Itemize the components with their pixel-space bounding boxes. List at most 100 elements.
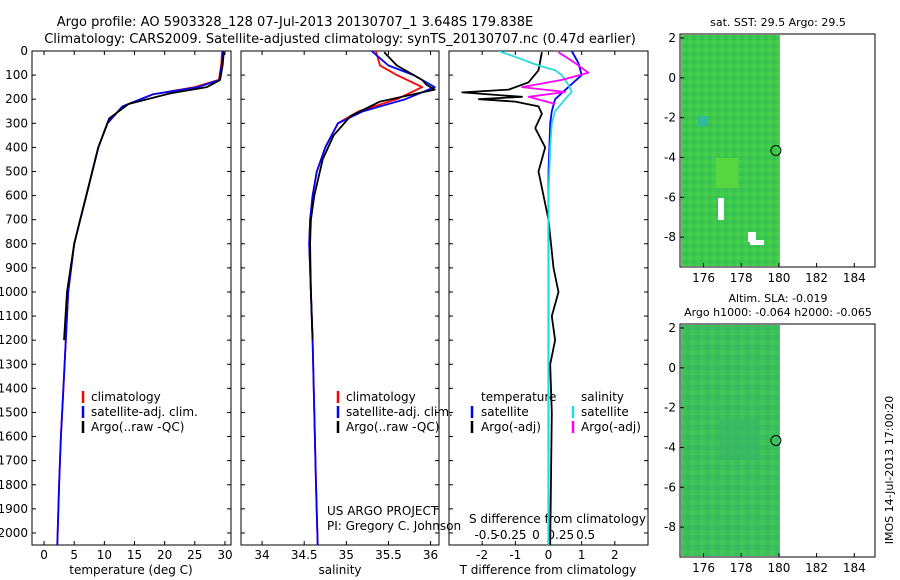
legend-header-temperature: temperature (481, 390, 556, 404)
top-x-tick-label: -0.25 (496, 528, 527, 542)
depth-tick-label: 1400 (0, 381, 28, 395)
depth-tick-label: 1700 (0, 454, 28, 468)
map-y-tick-label: -6 (664, 190, 676, 204)
sst-warm-patch (716, 158, 738, 188)
legend-label-argo: Argo(..raw -QC) (91, 420, 184, 434)
x-tick-label: 20 (157, 548, 172, 562)
depth-tick-label: 800 (5, 237, 28, 251)
x-tick-label: -1 (509, 548, 521, 562)
sst-map-title: sat. SST: 29.5 Argo: 29.5 (710, 16, 846, 29)
sla-map-title2: Argo h1000: -0.064 h2000: -0.065 (684, 306, 872, 319)
x-tick-label: 0 (545, 548, 553, 562)
difference-series-group (461, 51, 590, 545)
salinity-legend: climatology satellite-adj. clim. Argo(..… (327, 390, 461, 533)
map-y-tick-label: 0 (668, 71, 676, 85)
depth-tick-label: 1200 (0, 333, 28, 347)
series-line-argo (309, 51, 436, 341)
x-tick-label: 25 (187, 548, 202, 562)
figure-title-line2: Climatology: CARS2009. Satellite-adjuste… (44, 32, 636, 47)
top-x-tick-label: 0.25 (547, 528, 574, 542)
sst-missing-data (748, 232, 756, 242)
map-x-tick-label: 182 (805, 561, 828, 575)
difference-legend: temperature salinity satellite Argo(-adj… (469, 390, 646, 526)
sst-map: sat. SST: 29.5 Argo: 29.5 (679, 16, 876, 268)
legend-label-satellite: satellite-adj. clim. (91, 405, 198, 419)
x-tick-label: 30 (217, 548, 232, 562)
x-tick-label: 2 (611, 548, 619, 562)
depth-tick-label: 1500 (0, 405, 28, 419)
x-tick-label: 10 (97, 548, 112, 562)
x-tick-label: -2 (476, 548, 488, 562)
map-y-tick-label: 2 (668, 31, 676, 45)
map-x-tick-label: 178 (730, 271, 753, 285)
depth-tick-label: 600 (5, 189, 28, 203)
map-x-tick-label: 184 (843, 561, 866, 575)
series-line-satellite-adj-clim- (308, 51, 436, 545)
sst-missing-data (718, 198, 724, 220)
map-y-tick-label: -8 (664, 520, 676, 534)
temperature-axes-frame (31, 50, 232, 546)
x-tick-label: 15 (127, 548, 142, 562)
map-y-tick-label: -4 (664, 150, 676, 164)
map-y-tick-label: -2 (664, 111, 676, 125)
legend-label-climatology: climatology (91, 390, 161, 404)
legend-label-argo: Argo(..raw -QC) (346, 420, 439, 434)
imos-timestamp: IMOS 14-Jul-2013 17:00:20 (883, 396, 896, 545)
depth-tick-label: 500 (5, 164, 28, 178)
depth-tick-label: 700 (5, 213, 28, 227)
x-tick-label: 1 (578, 548, 586, 562)
sla-low-patch (720, 420, 760, 460)
x-tick-label: 35.5 (375, 548, 402, 562)
figure-title-line1: Argo profile: AO 5903328_128 07-Jul-2013… (57, 15, 534, 30)
sst-cool-patch (698, 116, 708, 126)
legend-label-climatology: climatology (346, 390, 416, 404)
depth-tick-label: 1800 (0, 478, 28, 492)
depth-tick-label: 0 (20, 44, 28, 58)
map-y-tick-label: -6 (664, 480, 676, 494)
sla-map-title1: Altim. SLA: -0.019 (728, 292, 827, 305)
map-y-tick-label: -2 (664, 401, 676, 415)
salinity-series-group (308, 51, 436, 545)
map-y-tick-label: 0 (668, 361, 676, 375)
map-x-tick-label: 184 (843, 271, 866, 285)
legend-label-satellite: satellite-adj. clim. (346, 405, 453, 419)
legend-label-sal-satellite: satellite (581, 405, 629, 419)
top-x-tick-label: 0 (532, 528, 540, 542)
depth-tick-label: 1100 (0, 309, 28, 323)
legend-header-salinity: salinity (581, 390, 624, 404)
map-x-tick-label: 176 (692, 271, 715, 285)
x-tick-label: 35 (339, 548, 354, 562)
credit-pi: PI: Gregory C. Johnson (327, 519, 461, 533)
map-y-tick-label: 2 (668, 321, 676, 335)
salinity-axes-frame (240, 50, 440, 546)
argo-position-marker (770, 435, 782, 446)
depth-tick-label: 1600 (0, 430, 28, 444)
map-y-tick-label: -4 (664, 440, 676, 454)
depth-tick-label: 2000 (0, 526, 28, 540)
x-tick-label: 5 (70, 548, 78, 562)
legend-label-temp-satellite: satellite (481, 405, 529, 419)
difference-xlabel: T difference from climatology (459, 563, 637, 577)
top-axis-label: S difference from climatology (469, 512, 646, 526)
argo-position-marker (770, 145, 782, 156)
x-tick-label: 34 (254, 548, 269, 562)
salinity-panel (240, 50, 440, 546)
depth-tick-label: 100 (5, 68, 28, 82)
depth-tick-label: 200 (5, 92, 28, 106)
map-x-tick-label: 180 (767, 271, 790, 285)
depth-tick-label: 300 (5, 116, 28, 130)
depth-tick-label: 900 (5, 261, 28, 275)
depth-tick-label: 1000 (0, 285, 28, 299)
sla-map: Altim. SLA: -0.019 Argo h1000: -0.064 h2… (679, 292, 876, 558)
series-line-temperature-argo (461, 52, 560, 545)
series-line-salinity-argo (521, 51, 590, 105)
sst-missing-data (750, 240, 764, 245)
map-y-tick-label: -8 (664, 230, 676, 244)
temperature-panel (31, 50, 232, 546)
temperature-xlabel: temperature (deg C) (69, 563, 192, 577)
map-x-tick-label: 176 (692, 561, 715, 575)
depth-tick-label: 1900 (0, 502, 28, 516)
temperature-series-group (56, 51, 225, 545)
sst-field (681, 35, 780, 266)
salinity-xlabel: salinity (318, 563, 361, 577)
